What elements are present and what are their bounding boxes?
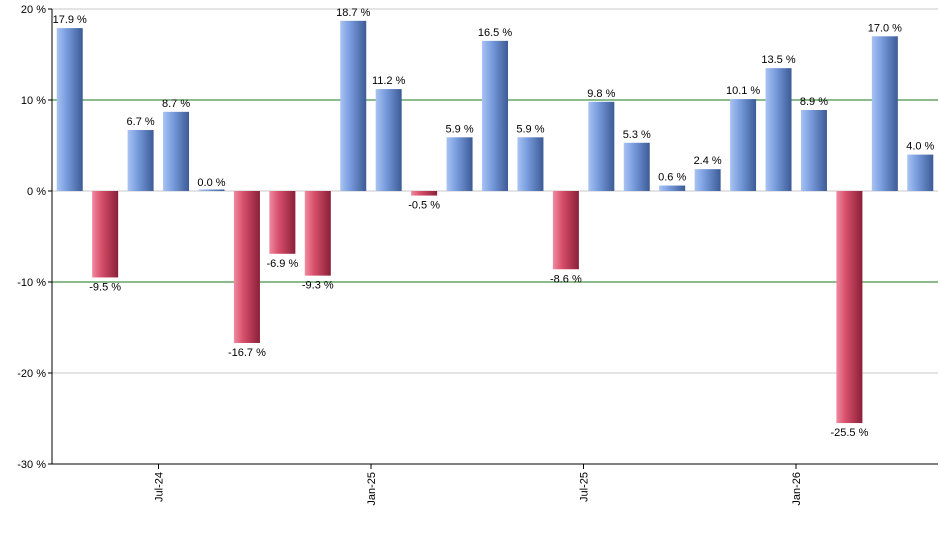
bar-negative <box>92 191 119 278</box>
bar-positive <box>198 189 225 191</box>
data-label: 5.3 % <box>623 129 651 141</box>
data-label: 5.9 % <box>516 123 544 135</box>
bar-positive <box>340 20 367 191</box>
bar-positive <box>446 137 473 191</box>
bar-negative <box>233 191 260 343</box>
data-label: 17.0 % <box>868 22 902 34</box>
data-label: 0.0 % <box>197 177 225 189</box>
data-label: -0.5 % <box>408 200 440 212</box>
bar-positive <box>517 137 544 191</box>
bar-positive <box>730 99 757 191</box>
data-label: 2.4 % <box>694 155 722 167</box>
data-label: 9.8 % <box>587 88 615 100</box>
axis-layer: 20 % 10 % 0 % -10 % -20 % -30 % Jul-24 Jan-25 Ju… <box>17 4 938 506</box>
data-label: 6.7 % <box>127 116 155 128</box>
data-label: 11.2 % <box>372 75 406 87</box>
bar-negative <box>411 191 438 196</box>
bar-positive <box>907 154 934 191</box>
data-label: -9.5 % <box>89 281 121 293</box>
data-label: -25.5 % <box>830 427 868 439</box>
x-tick-label: Jul-24 <box>153 472 165 502</box>
data-label: 16.5 % <box>478 27 512 39</box>
data-label: 0.6 % <box>658 172 686 184</box>
y-tick-label: 10 % <box>21 95 46 107</box>
data-label: -9.3 % <box>302 280 334 292</box>
bar-positive <box>163 111 190 191</box>
x-tick-label: Jan-26 <box>791 472 803 506</box>
labels-layer: 17.9 % -9.5 % 6.7 % 8.7 % 0.0 % -16.7 % -6.9 %… <box>53 7 935 439</box>
y-tick-label: 20 % <box>21 4 46 16</box>
y-tick-label: -30 % <box>17 459 46 471</box>
bar-negative <box>552 191 579 270</box>
data-label: 4.0 % <box>906 141 934 153</box>
bar-negative <box>836 191 863 424</box>
bar-positive <box>694 169 721 191</box>
bar-positive <box>588 101 615 191</box>
x-tick-label: Jan-25 <box>366 472 378 506</box>
bar-positive <box>375 89 402 191</box>
y-tick-label: -10 % <box>17 277 46 289</box>
data-label: 5.9 % <box>445 123 473 135</box>
data-label: 18.7 % <box>336 7 370 19</box>
bar-negative <box>304 191 331 276</box>
data-label: 10.1 % <box>726 85 760 97</box>
y-tick-label: -20 % <box>17 368 46 380</box>
bar-positive <box>623 142 650 191</box>
bar-negative <box>269 191 296 254</box>
data-label: -8.6 % <box>550 273 582 285</box>
data-label: 8.9 % <box>800 96 828 108</box>
bar-positive <box>659 185 686 191</box>
data-label: 17.9 % <box>53 14 87 26</box>
bar-positive <box>127 130 154 191</box>
y-tick-label: 0 % <box>27 186 46 198</box>
bar-positive <box>800 110 827 191</box>
bar-positive <box>765 68 792 191</box>
x-tick-label: Jul-25 <box>579 472 591 502</box>
bar-positive <box>56 28 83 191</box>
bar-positive <box>871 36 898 191</box>
data-label: -6.9 % <box>266 258 298 270</box>
bar-positive <box>482 40 508 191</box>
data-label: 8.7 % <box>162 98 190 110</box>
data-label: -16.7 % <box>228 347 266 359</box>
data-label: 13.5 % <box>761 54 795 66</box>
bars-layer <box>56 20 934 424</box>
